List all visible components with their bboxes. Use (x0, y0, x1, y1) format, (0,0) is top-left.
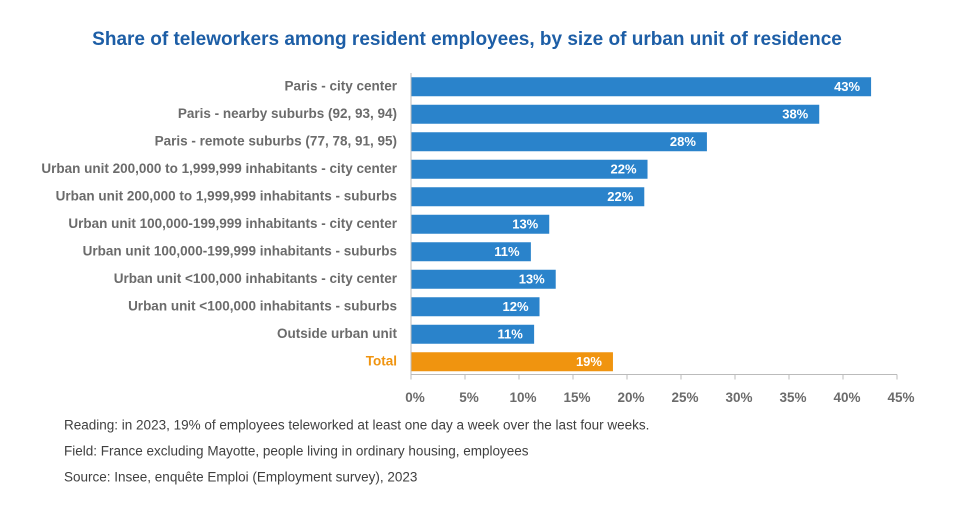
bar (411, 214, 550, 234)
x-tick-label: 0% (405, 390, 425, 405)
bar (411, 132, 707, 152)
bar (411, 269, 556, 289)
x-tick-label: 40% (833, 390, 860, 405)
value-label: 11% (497, 327, 523, 342)
x-tick-label: 10% (509, 390, 536, 405)
y-tick-label: Paris - nearby suburbs (92, 93, 94) (178, 106, 397, 121)
y-tick-label: Paris - city center (284, 78, 397, 93)
y-tick-label: Urban unit <100,000 inhabitants - city c… (114, 271, 398, 286)
x-tick-label: 15% (563, 390, 590, 405)
value-label: 43% (834, 79, 860, 94)
bar (411, 159, 648, 179)
y-tick-label: Total (366, 353, 397, 368)
value-label: 13% (519, 272, 545, 287)
chart-title: Share of teleworkers among resident empl… (92, 29, 842, 50)
value-label: 38% (782, 107, 808, 122)
value-label: 11% (494, 244, 520, 259)
x-tick-label: 20% (617, 390, 644, 405)
y-tick-label: Urban unit 200,000 to 1,999,999 inhabita… (56, 188, 397, 203)
x-tick-label: 30% (725, 390, 752, 405)
note: Reading: in 2023, 19% of employees telew… (64, 418, 649, 433)
note: Field: France excluding Mayotte, people … (64, 444, 529, 459)
bar (411, 297, 540, 317)
x-tick-label: 25% (671, 390, 698, 405)
y-tick-label: Urban unit 100,000-199,999 inhabitants -… (68, 216, 397, 231)
x-tick-label: 45% (887, 390, 914, 405)
value-label: 12% (503, 299, 529, 314)
value-label: 19% (576, 354, 602, 369)
y-tick-label: Urban unit 200,000 to 1,999,999 inhabita… (41, 161, 397, 176)
y-tick-label: Urban unit <100,000 inhabitants - suburb… (128, 298, 397, 313)
x-tick-label: 5% (459, 390, 479, 405)
value-label: 28% (670, 134, 696, 149)
value-label: 13% (512, 217, 538, 232)
bar (411, 187, 645, 207)
y-tick-label: Urban unit 100,000-199,999 inhabitants -… (83, 243, 397, 258)
y-tick-label: Outside urban unit (277, 326, 398, 341)
bar (411, 77, 872, 97)
bar (411, 324, 535, 344)
bar (411, 352, 613, 372)
bar (411, 104, 820, 124)
bar (411, 242, 531, 262)
value-label: 22% (611, 162, 637, 177)
note: Source: Insee, enquête Emploi (Employmen… (64, 470, 417, 485)
x-tick-label: 35% (779, 390, 806, 405)
value-label: 22% (607, 189, 633, 204)
y-tick-label: Paris - remote suburbs (77, 78, 91, 95) (155, 133, 397, 148)
